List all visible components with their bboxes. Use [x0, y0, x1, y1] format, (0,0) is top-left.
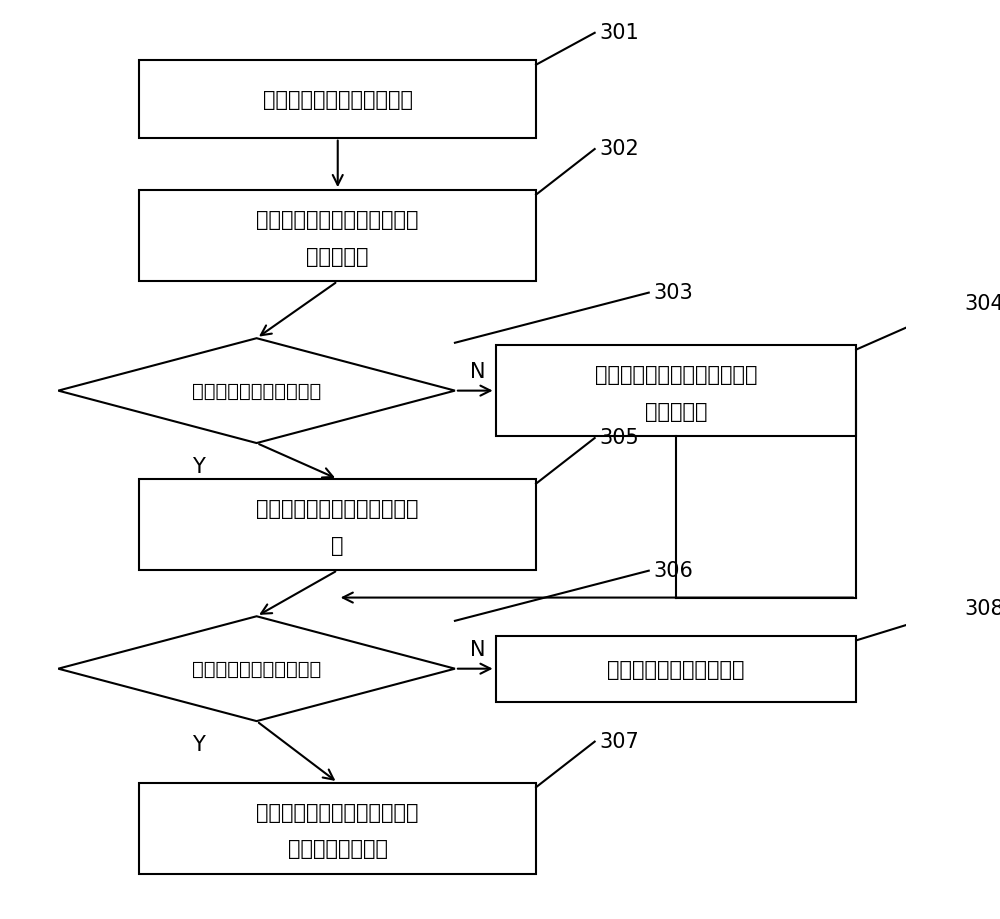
- Text: 302: 302: [599, 139, 639, 159]
- Polygon shape: [58, 339, 455, 444]
- Text: 小于预设采样电压阈值？: 小于预设采样电压阈值？: [192, 381, 321, 401]
- Text: 大于预设功率电压阈值？: 大于预设功率电压阈值？: [192, 660, 321, 678]
- Text: 的采样电压: 的采样电压: [306, 246, 369, 267]
- Text: Y: Y: [192, 734, 204, 754]
- Text: 308: 308: [964, 598, 1000, 618]
- Text: 305: 305: [599, 427, 639, 448]
- Text: 确定为第二衰减控制电压: 确定为第二衰减控制电压: [607, 659, 745, 679]
- Text: 307: 307: [599, 731, 639, 751]
- FancyBboxPatch shape: [496, 636, 856, 702]
- Text: 303: 303: [653, 282, 693, 302]
- FancyBboxPatch shape: [139, 480, 536, 571]
- FancyBboxPatch shape: [496, 346, 856, 437]
- Text: 期的衰减控制电压: 期的衰减控制电压: [288, 838, 388, 858]
- FancyBboxPatch shape: [139, 61, 536, 139]
- Text: 304: 304: [964, 294, 1000, 313]
- Text: 确定为上一采样周期的功率电: 确定为上一采样周期的功率电: [256, 499, 419, 518]
- Polygon shape: [58, 617, 455, 721]
- FancyBboxPatch shape: [139, 191, 536, 282]
- Text: 周期采样，得到当前采样周期: 周期采样，得到当前采样周期: [256, 210, 419, 230]
- Text: 306: 306: [653, 561, 693, 580]
- Text: 采用公式，确定当前采样周期: 采用公式，确定当前采样周期: [595, 365, 757, 385]
- Text: N: N: [470, 639, 485, 659]
- FancyBboxPatch shape: [139, 783, 536, 874]
- Text: 压: 压: [331, 535, 344, 555]
- Text: N: N: [470, 361, 485, 381]
- Text: 301: 301: [599, 23, 639, 43]
- Text: 的功率电压: 的功率电压: [645, 402, 707, 421]
- Text: Y: Y: [192, 457, 204, 476]
- Text: 根据对照表，确定当前采样周: 根据对照表，确定当前采样周: [256, 802, 419, 822]
- Text: 确定第一预设衰减控制电压: 确定第一预设衰减控制电压: [263, 90, 413, 109]
